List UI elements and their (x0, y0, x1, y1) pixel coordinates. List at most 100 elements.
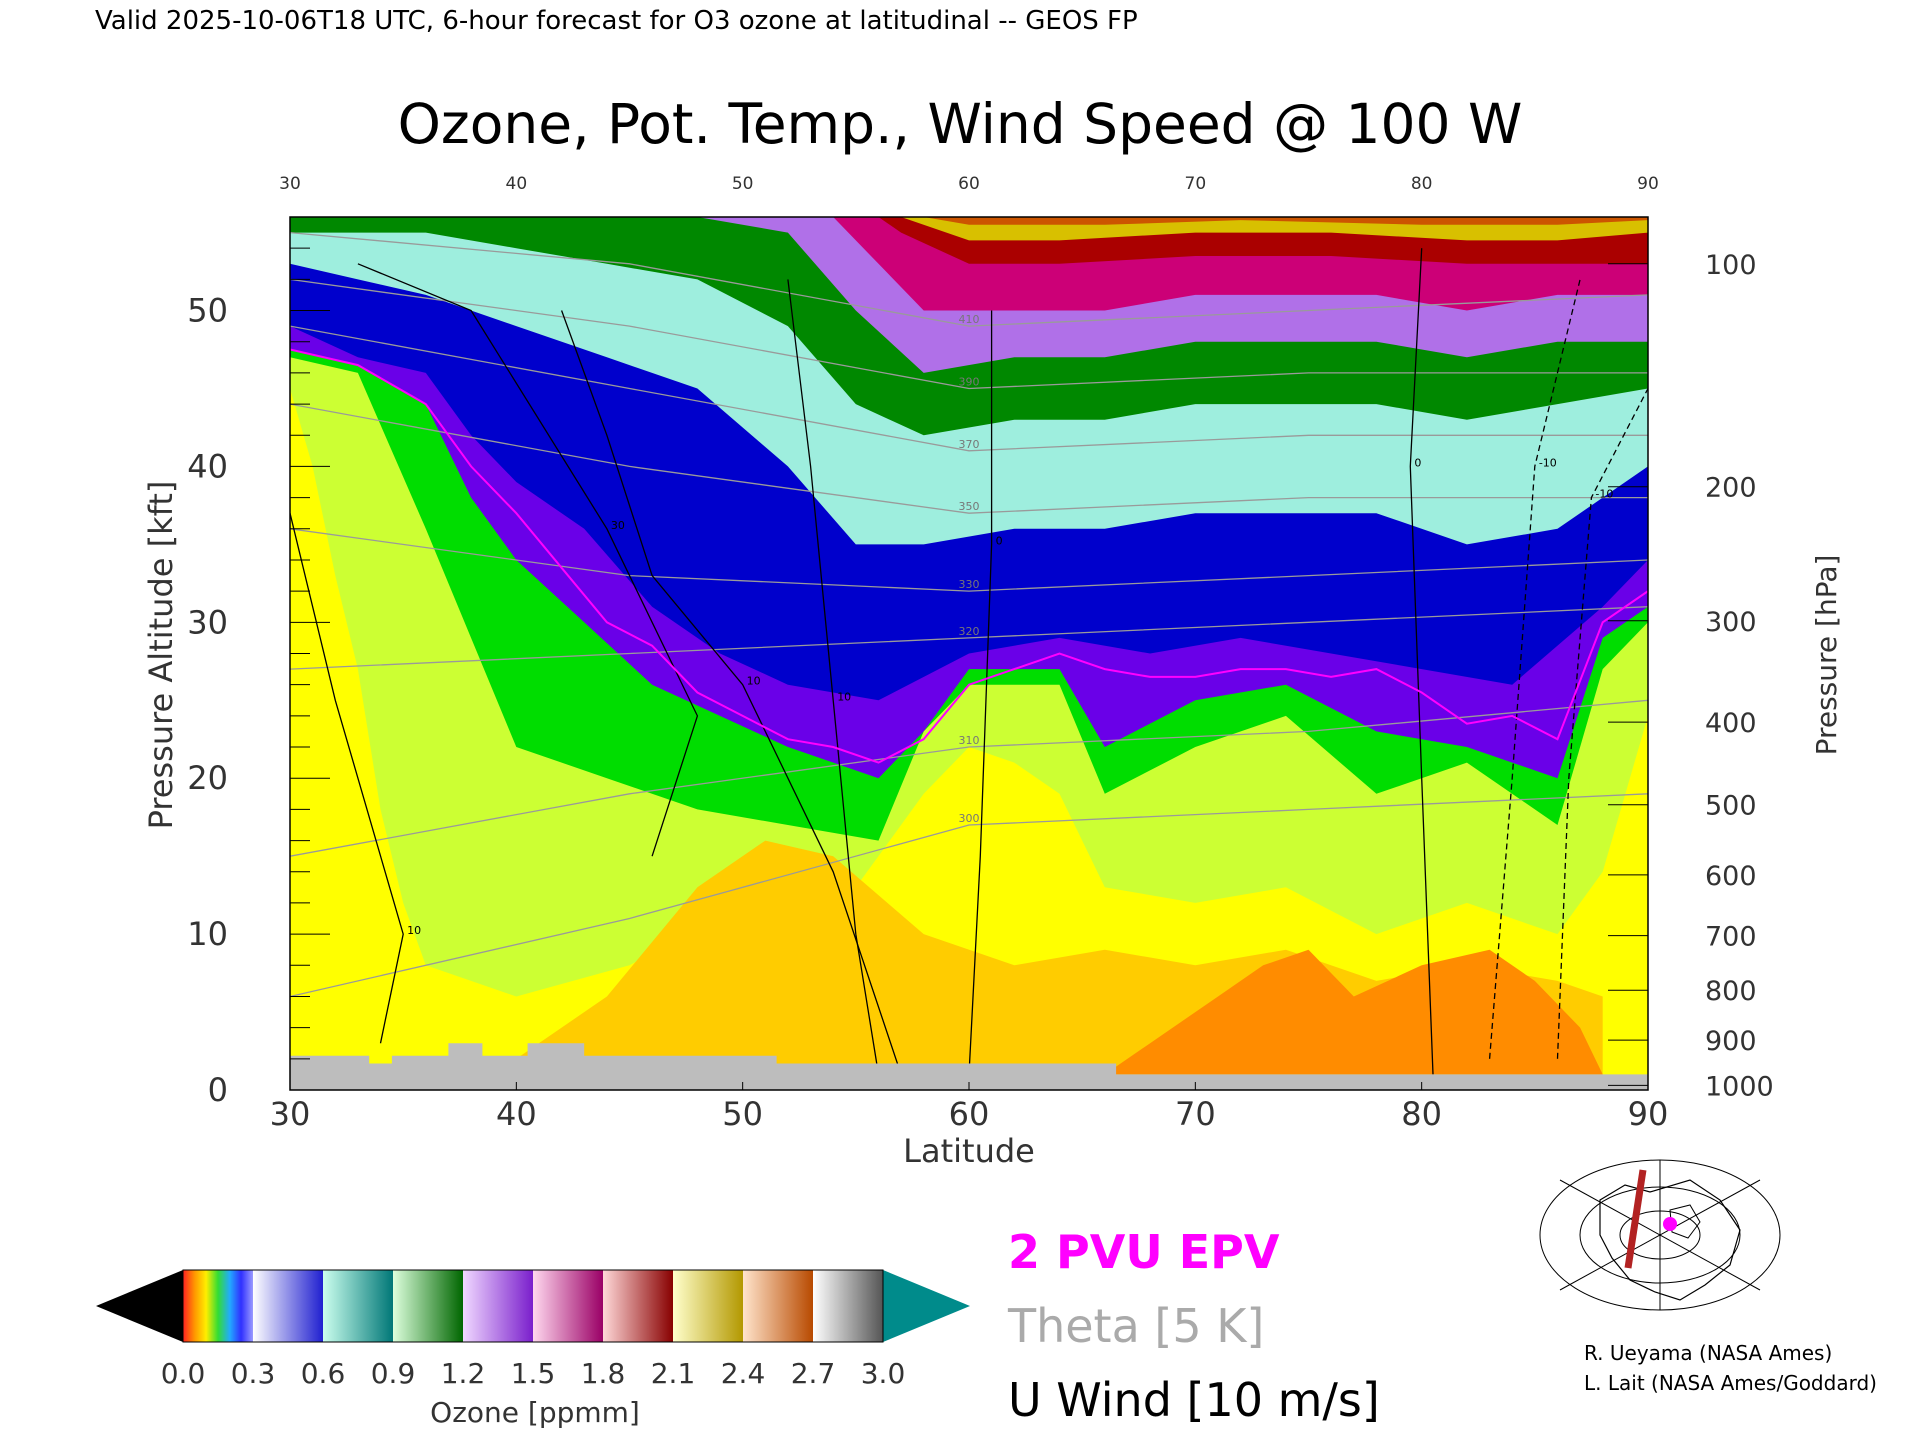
y-axis-label-right: Pressure [hPa] (1810, 555, 1843, 756)
terrain-mask (290, 1043, 1648, 1090)
theta-label-320: 320 (959, 625, 980, 638)
wind-contour-7 (1556, 388, 1648, 1059)
colorbar-tick-2.1: 2.1 (651, 1357, 696, 1390)
x-axis-bottom: 30 40 50 60 70 80 90 (270, 1082, 1668, 1133)
wind-label-3: 10 (837, 690, 851, 703)
theta-label-370: 370 (959, 438, 980, 451)
wind-contour-2 (560, 310, 902, 1075)
pressure-tick-label-900: 900 (1705, 1026, 1757, 1057)
colorbar-low-arrow (96, 1270, 183, 1342)
legend-uwind: U Wind [10 m/s] (1008, 1373, 1380, 1427)
wind-label-6: -10 (1539, 456, 1557, 469)
wind-contour-1 (1409, 248, 1434, 1075)
colorbar-segment-9 (813, 1270, 883, 1342)
theta-label-390: 390 (959, 375, 980, 388)
y-tick-label-0: 0 (208, 1071, 228, 1109)
wind-contour-6 (1488, 279, 1581, 1059)
x-top-tick-label-40: 40 (506, 174, 528, 194)
wind-contour-0 (968, 310, 993, 1075)
colorbar-label: Ozone [ppmm] (430, 1396, 640, 1429)
colorbar-tick-3.0: 3.0 (861, 1357, 906, 1390)
wind-label-5: 10 (407, 924, 421, 937)
warm-patch-1 (1104, 949, 1603, 1075)
warm-patches (516, 840, 1603, 1075)
ozone-colorbar (96, 1269, 970, 1343)
theta-label-330: 330 (959, 578, 980, 591)
x-axis-top: 30 40 50 60 70 80 90 (279, 174, 1659, 194)
plot-area: 300 310 320 330 350 370 390 410 0 0 10 10 30 10 -10 -1… (290, 217, 1648, 1090)
y-tick-label-20: 20 (187, 759, 228, 797)
theta-contour-330 (290, 528, 1648, 592)
x-top-tick-label-70: 70 (1185, 174, 1207, 194)
legend-theta: Theta [5 K] (1007, 1299, 1264, 1353)
colorbar-ticks: 0.0 0.3 0.6 0.9 1.2 1.5 1.8 2.1 2.4 2.7 3.0 (161, 1357, 906, 1390)
colorbar-tick-0.9: 0.9 (371, 1357, 416, 1390)
theta-label-310: 310 (959, 734, 980, 747)
colorbar-tick-1.2: 1.2 (441, 1357, 486, 1390)
colorbar-tick-2.4: 2.4 (721, 1357, 766, 1390)
pressure-tick-label-300: 300 (1705, 607, 1757, 638)
x-tick-label-80: 80 (1401, 1095, 1442, 1133)
ozone-band-0p05 (290, 388, 1648, 1090)
colorbar-segment-0 (183, 1270, 253, 1342)
wind-label-0: 0 (996, 534, 1003, 547)
chart-title: Ozone, Pot. Temp., Wind Speed @ 100 W (398, 92, 1523, 156)
locator-map-icon (1539, 1159, 1781, 1311)
x-tick-label-50: 50 (722, 1095, 763, 1133)
wind-label-7: -10 (1595, 488, 1613, 501)
header-text: Valid 2025-10-06T18 UTC, 6-hour forecast… (95, 6, 1138, 36)
y-tick-label-10: 10 (187, 915, 228, 953)
pressure-tick-label-600: 600 (1705, 861, 1757, 892)
colorbar-tick-1.8: 1.8 (581, 1357, 626, 1390)
credit-line-1: R. Ueyama (NASA Ames) (1584, 1341, 1832, 1365)
colorbar-segment-6 (603, 1270, 673, 1342)
y-axis-left: 0 10 20 30 40 50 (187, 247, 330, 1109)
y-tick-label-30: 30 (187, 603, 228, 641)
colorbar-segment-5 (533, 1270, 603, 1342)
pressure-tick-label-200: 200 (1705, 473, 1757, 504)
y-axis-right-pressure: 100 200 300 400 500 600 700 800 900 1000 (1608, 250, 1774, 1102)
pressure-tick-label-1000: 1000 (1705, 1071, 1774, 1102)
colorbar-segment-1 (253, 1270, 323, 1342)
colorbar-tick-0.0: 0.0 (161, 1357, 206, 1390)
colorbar-segment-4 (463, 1270, 533, 1342)
x-top-tick-label-80: 80 (1411, 174, 1433, 194)
colorbar-segment-8 (743, 1270, 813, 1342)
pressure-tick-label-800: 800 (1705, 976, 1757, 1007)
wind-label-2: 10 (747, 675, 761, 688)
colorbar-tick-0.6: 0.6 (301, 1357, 346, 1390)
theta-label-350: 350 (959, 500, 980, 513)
y-tick-label-50: 50 (187, 292, 228, 330)
theta-contour-410 (290, 231, 1648, 327)
x-tick-label-40: 40 (496, 1095, 537, 1133)
colorbar-segment-7 (673, 1270, 743, 1342)
colorbar-tick-1.5: 1.5 (511, 1357, 556, 1390)
wind-contour-3 (787, 279, 880, 1075)
colorbar-tick-0.3: 0.3 (231, 1357, 276, 1390)
colorbar-segment-3 (393, 1270, 463, 1342)
theta-contour-300 (290, 793, 1648, 998)
tropopause-2pvu-line (290, 348, 1648, 764)
theta-contour-320 (290, 606, 1648, 670)
x-tick-label-30: 30 (270, 1095, 311, 1133)
wind-contour-5 (290, 513, 404, 1044)
theta-label-410: 410 (959, 313, 980, 326)
colorbar-tick-2.7: 2.7 (791, 1357, 836, 1390)
x-axis-label: Latitude (903, 1132, 1035, 1170)
pressure-tick-label-500: 500 (1705, 791, 1757, 822)
pressure-tick-label-100: 100 (1705, 250, 1757, 281)
y-axis-label-left: Pressure Altitude [kft] (142, 481, 180, 830)
theta-contour-310 (290, 699, 1648, 857)
theta-contour-370 (290, 325, 1648, 452)
x-top-tick-label-60: 60 (958, 174, 980, 194)
pressure-tick-label-700: 700 (1705, 922, 1757, 953)
wind-contours: 0 0 10 10 30 10 -10 -10 (290, 248, 1648, 1075)
pressure-tick-label-400: 400 (1705, 708, 1757, 739)
wind-contour-4 (357, 263, 699, 857)
wind-label-4: 30 (611, 519, 625, 532)
legend-epv: 2 PVU EPV (1008, 1225, 1280, 1279)
credit-line-2: L. Lait (NASA Ames/Goddard) (1584, 1371, 1877, 1395)
colorbar-high-arrow (883, 1270, 970, 1342)
